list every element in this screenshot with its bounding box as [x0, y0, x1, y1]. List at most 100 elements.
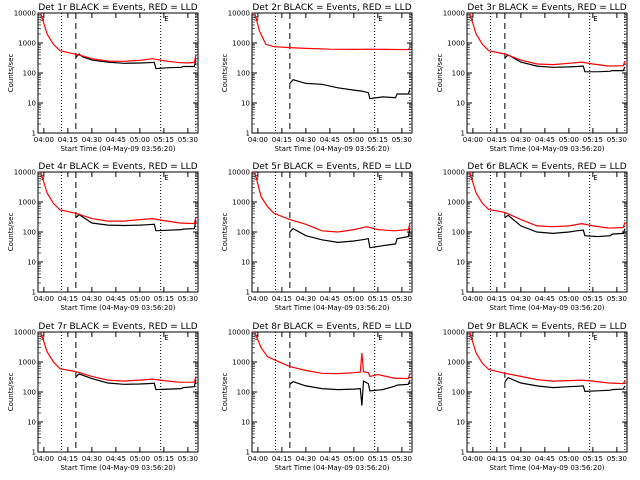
series-line-lld	[470, 172, 625, 228]
y-tick-label: 100	[237, 389, 250, 397]
y-tick-label: 100	[23, 389, 36, 397]
y-tick-label: 10000	[443, 10, 465, 18]
end-marker: E	[164, 334, 168, 342]
panel-title: Det 5r BLACK = Events, RED = LLD	[252, 162, 411, 172]
end-marker: E	[164, 174, 168, 182]
y-axis-title: Counts/sec	[221, 373, 229, 412]
x-axis-title: Start Time (04-May-09 03:56:20)	[274, 464, 389, 472]
x-tick-label: 04:15	[487, 295, 507, 303]
panel-det-5: Det 5r BLACK = Events, RED = LLD 1 10 100 10…	[221, 162, 413, 312]
x-tick-label: 04:15	[58, 295, 78, 303]
series-line-lld	[470, 332, 625, 384]
x-tick-label: 05:30	[607, 136, 627, 144]
x-axis-title: Start Time (04-May-09 03:56:20)	[60, 145, 175, 153]
panel-det-6: Det 6r BLACK = Events, RED = LLD 1 10 100 10…	[436, 162, 628, 312]
end-marker: E	[593, 174, 597, 182]
series-line-lld	[255, 13, 410, 50]
x-tick-label: 04:00	[34, 136, 54, 144]
series-line-lld	[41, 332, 196, 382]
x-tick-label: 04:45	[535, 136, 555, 144]
series-line-lld	[41, 172, 196, 224]
y-tick-label: 1	[461, 130, 465, 138]
x-tick-label: 05:30	[178, 455, 198, 463]
series-line-events	[290, 381, 410, 406]
y-tick-label: 10000	[443, 169, 465, 177]
x-tick-label: 04:00	[34, 295, 54, 303]
x-tick-label: 05:00	[130, 295, 150, 303]
y-tick-label: 1000	[18, 199, 36, 207]
y-axis-title: Counts/sec	[436, 373, 444, 412]
x-tick-label: 04:00	[248, 136, 268, 144]
x-tick-label: 04:00	[248, 455, 268, 463]
x-tick-label: 04:45	[535, 295, 555, 303]
x-tick-label: 04:00	[463, 136, 483, 144]
y-tick-label: 100	[23, 70, 36, 78]
panel-title: Det 4r BLACK = Events, RED = LLD	[38, 162, 197, 172]
y-axis-title: Counts/sec	[221, 213, 229, 252]
series-line-lld	[41, 13, 196, 63]
plot-frame	[466, 171, 628, 293]
x-tick-label: 05:00	[130, 455, 150, 463]
x-axis-title: Start Time (04-May-09 03:56:20)	[489, 145, 604, 153]
y-tick-label: 100	[452, 389, 465, 397]
y-tick-label: 10000	[443, 329, 465, 337]
panel-title: Det 8r BLACK = Events, RED = LLD	[252, 322, 411, 332]
plot-frame	[37, 331, 199, 453]
x-tick-label: 05:30	[392, 295, 412, 303]
x-tick-label: 05:15	[583, 136, 603, 144]
y-tick-label: 1000	[447, 359, 465, 367]
y-tick-label: 10	[456, 419, 465, 427]
series-line-events	[76, 374, 196, 390]
series-line-events	[505, 378, 625, 392]
x-tick-label: 05:15	[154, 455, 174, 463]
end-marker: E	[378, 15, 382, 23]
y-tick-label: 1	[246, 289, 250, 297]
x-tick-label: 05:15	[154, 295, 174, 303]
y-tick-label: 10	[27, 259, 36, 267]
x-tick-label: 04:15	[272, 136, 292, 144]
panel-title: Det 2r BLACK = Events, RED = LLD	[252, 3, 411, 13]
x-tick-label: 05:30	[392, 455, 412, 463]
plot-frame	[251, 12, 413, 134]
y-tick-label: 1000	[447, 40, 465, 48]
x-tick-label: 05:30	[178, 136, 198, 144]
y-tick-label: 10000	[14, 329, 36, 337]
x-tick-label: 05:15	[583, 455, 603, 463]
y-tick-label: 1	[461, 289, 465, 297]
y-tick-label: 1000	[232, 359, 250, 367]
y-tick-label: 10	[241, 419, 250, 427]
x-tick-label: 04:15	[272, 295, 292, 303]
x-axis-title: Start Time (04-May-09 03:56:20)	[60, 464, 175, 472]
x-tick-label: 04:30	[82, 295, 102, 303]
x-tick-label: 05:15	[368, 455, 388, 463]
x-tick-label: 05:00	[344, 136, 364, 144]
x-tick-label: 04:00	[34, 455, 54, 463]
panel-det-1: Det 1r BLACK = Events, RED = LLD 1 10 100 10…	[7, 3, 199, 153]
x-tick-label: 04:45	[320, 295, 340, 303]
x-tick-label: 04:30	[511, 295, 531, 303]
x-tick-label: 04:00	[463, 295, 483, 303]
y-tick-label: 100	[237, 229, 250, 237]
x-tick-label: 04:30	[511, 455, 531, 463]
y-tick-label: 10	[456, 259, 465, 267]
y-tick-label: 1000	[232, 199, 250, 207]
y-tick-label: 10000	[14, 169, 36, 177]
panel-det-7: Det 7r BLACK = Events, RED = LLD 1 10 100 10…	[7, 322, 199, 472]
end-marker: E	[378, 334, 382, 342]
x-tick-label: 05:30	[607, 455, 627, 463]
y-tick-label: 1	[461, 449, 465, 457]
panel-det-9: Det 9r BLACK = Events, RED = LLD 1 10 100 10…	[436, 322, 628, 472]
x-tick-label: 05:00	[559, 295, 579, 303]
y-axis-title: Counts/sec	[436, 54, 444, 93]
y-tick-label: 100	[237, 70, 250, 78]
x-tick-label: 05:15	[154, 136, 174, 144]
x-tick-label: 04:45	[106, 295, 126, 303]
x-tick-label: 04:45	[320, 455, 340, 463]
panel-title: Det 3r BLACK = Events, RED = LLD	[467, 3, 626, 13]
panel-det-8: Det 8r BLACK = Events, RED = LLD 1 10 100 10…	[221, 322, 413, 472]
y-tick-label: 10	[456, 100, 465, 108]
y-tick-label: 10	[241, 100, 250, 108]
panel-title: Det 7r BLACK = Events, RED = LLD	[38, 322, 197, 332]
x-axis-title: Start Time (04-May-09 03:56:20)	[489, 464, 604, 472]
y-tick-label: 1000	[447, 199, 465, 207]
